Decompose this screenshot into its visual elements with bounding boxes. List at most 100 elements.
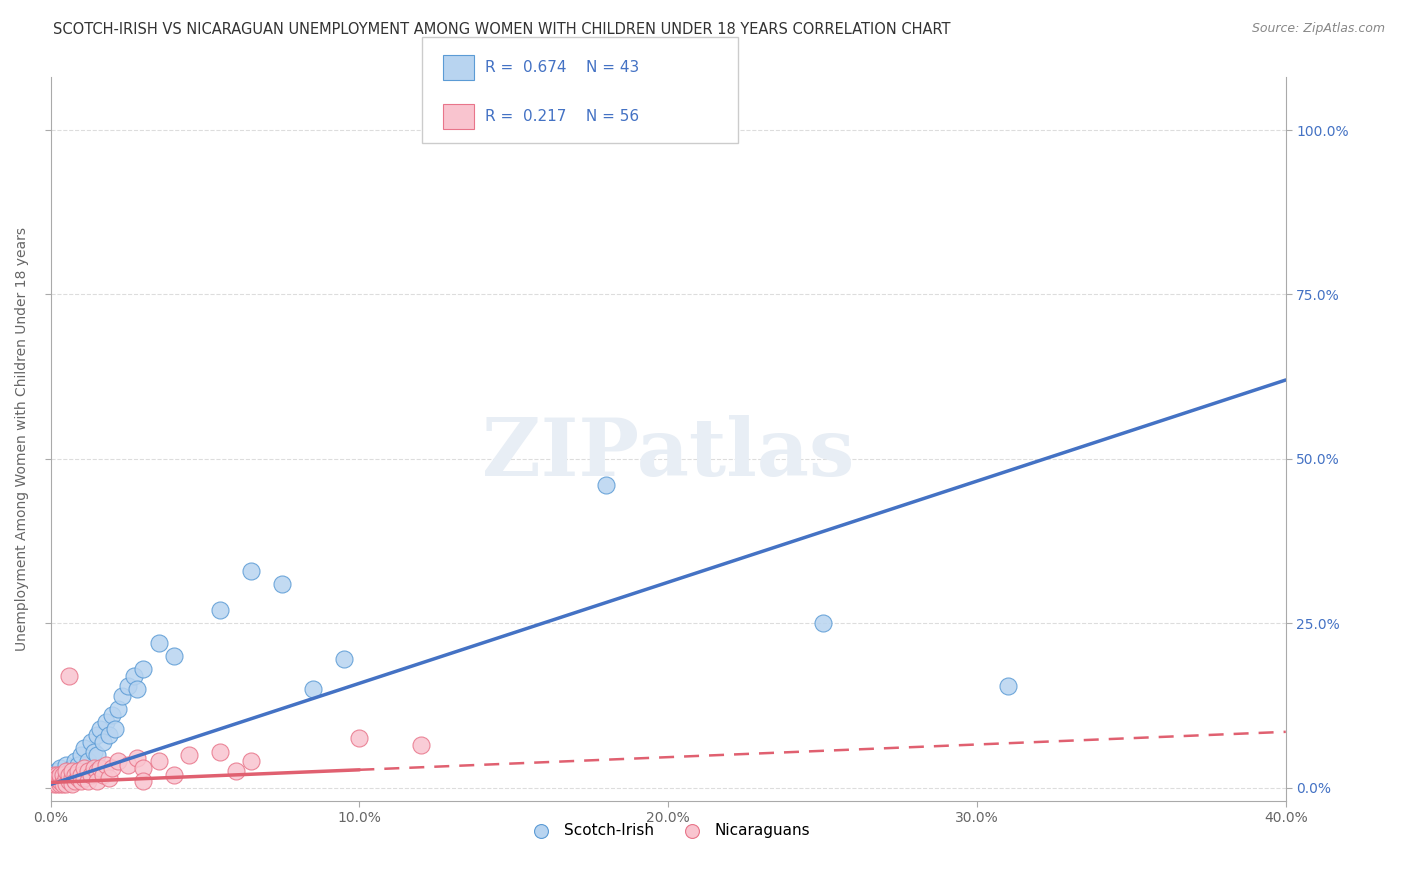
- Point: [132, 662, 155, 676]
- Point: [240, 564, 263, 578]
- Point: [52, 767, 75, 781]
- Point: [86, 747, 108, 762]
- Point: [60, 777, 83, 791]
- Point: [148, 636, 170, 650]
- Point: [67, 757, 90, 772]
- Point: [209, 745, 232, 759]
- Point: [94, 757, 117, 772]
- Point: [45, 764, 67, 779]
- Point: [49, 767, 72, 781]
- Point: [79, 734, 101, 748]
- Point: [101, 761, 124, 775]
- Point: [67, 764, 90, 779]
- Point: [52, 774, 75, 789]
- Point: [110, 689, 132, 703]
- Point: [45, 777, 67, 791]
- Point: [49, 771, 72, 785]
- Point: [45, 774, 67, 789]
- Point: [997, 679, 1019, 693]
- Point: [42, 771, 65, 785]
- Point: [49, 774, 72, 789]
- Point: [86, 774, 108, 789]
- Text: R =  0.674    N = 43: R = 0.674 N = 43: [485, 61, 640, 75]
- Point: [60, 771, 83, 785]
- Point: [65, 767, 87, 781]
- Legend: Scotch-Irish, Nicaraguans: Scotch-Irish, Nicaraguans: [520, 817, 817, 844]
- Point: [67, 771, 90, 785]
- Point: [49, 771, 72, 785]
- Point: [302, 682, 325, 697]
- Point: [595, 478, 617, 492]
- Point: [225, 764, 247, 779]
- Point: [76, 774, 98, 789]
- Point: [89, 761, 111, 775]
- Point: [209, 603, 232, 617]
- Point: [104, 722, 127, 736]
- Point: [58, 774, 80, 789]
- Point: [60, 764, 83, 779]
- Point: [55, 764, 77, 779]
- Point: [107, 755, 129, 769]
- Point: [89, 722, 111, 736]
- Text: SCOTCH-IRISH VS NICARAGUAN UNEMPLOYMENT AMONG WOMEN WITH CHILDREN UNDER 18 YEARS: SCOTCH-IRISH VS NICARAGUAN UNEMPLOYMENT …: [53, 22, 950, 37]
- Point: [73, 761, 96, 775]
- Point: [349, 731, 371, 746]
- Point: [86, 728, 108, 742]
- Point: [94, 714, 117, 729]
- Point: [52, 767, 75, 781]
- Point: [98, 771, 121, 785]
- Point: [271, 577, 294, 591]
- Point: [411, 738, 433, 752]
- Point: [55, 774, 77, 789]
- Y-axis label: Unemployment Among Women with Children Under 18 years: Unemployment Among Women with Children U…: [15, 227, 30, 651]
- Point: [163, 767, 186, 781]
- Point: [73, 741, 96, 756]
- Point: [132, 761, 155, 775]
- Point: [58, 764, 80, 779]
- Point: [65, 755, 87, 769]
- Text: R =  0.217    N = 56: R = 0.217 N = 56: [485, 110, 640, 124]
- Point: [70, 764, 93, 779]
- Point: [117, 679, 139, 693]
- Text: ZIPatlas: ZIPatlas: [482, 415, 855, 492]
- Point: [70, 747, 93, 762]
- Point: [240, 755, 263, 769]
- Point: [73, 771, 96, 785]
- Point: [70, 767, 93, 781]
- Point: [101, 708, 124, 723]
- Point: [117, 757, 139, 772]
- Point: [811, 616, 834, 631]
- Point: [42, 767, 65, 781]
- Point: [55, 757, 77, 772]
- Point: [45, 771, 67, 785]
- Point: [333, 652, 356, 666]
- Point: [52, 777, 75, 791]
- Point: [179, 747, 201, 762]
- Point: [65, 774, 87, 789]
- Point: [122, 669, 145, 683]
- Point: [98, 728, 121, 742]
- Point: [125, 751, 148, 765]
- Point: [70, 774, 93, 789]
- Point: [45, 767, 67, 781]
- Point: [76, 764, 98, 779]
- Point: [148, 755, 170, 769]
- Point: [132, 774, 155, 789]
- Point: [49, 777, 72, 791]
- Point: [58, 669, 80, 683]
- Point: [60, 761, 83, 775]
- Point: [107, 702, 129, 716]
- Point: [86, 764, 108, 779]
- Point: [60, 771, 83, 785]
- Point: [83, 745, 105, 759]
- Text: Source: ZipAtlas.com: Source: ZipAtlas.com: [1251, 22, 1385, 36]
- Point: [65, 767, 87, 781]
- Point: [76, 755, 98, 769]
- Point: [55, 777, 77, 791]
- Point: [55, 771, 77, 785]
- Point: [91, 767, 114, 781]
- Point: [83, 761, 105, 775]
- Point: [91, 734, 114, 748]
- Point: [49, 761, 72, 775]
- Point: [42, 777, 65, 791]
